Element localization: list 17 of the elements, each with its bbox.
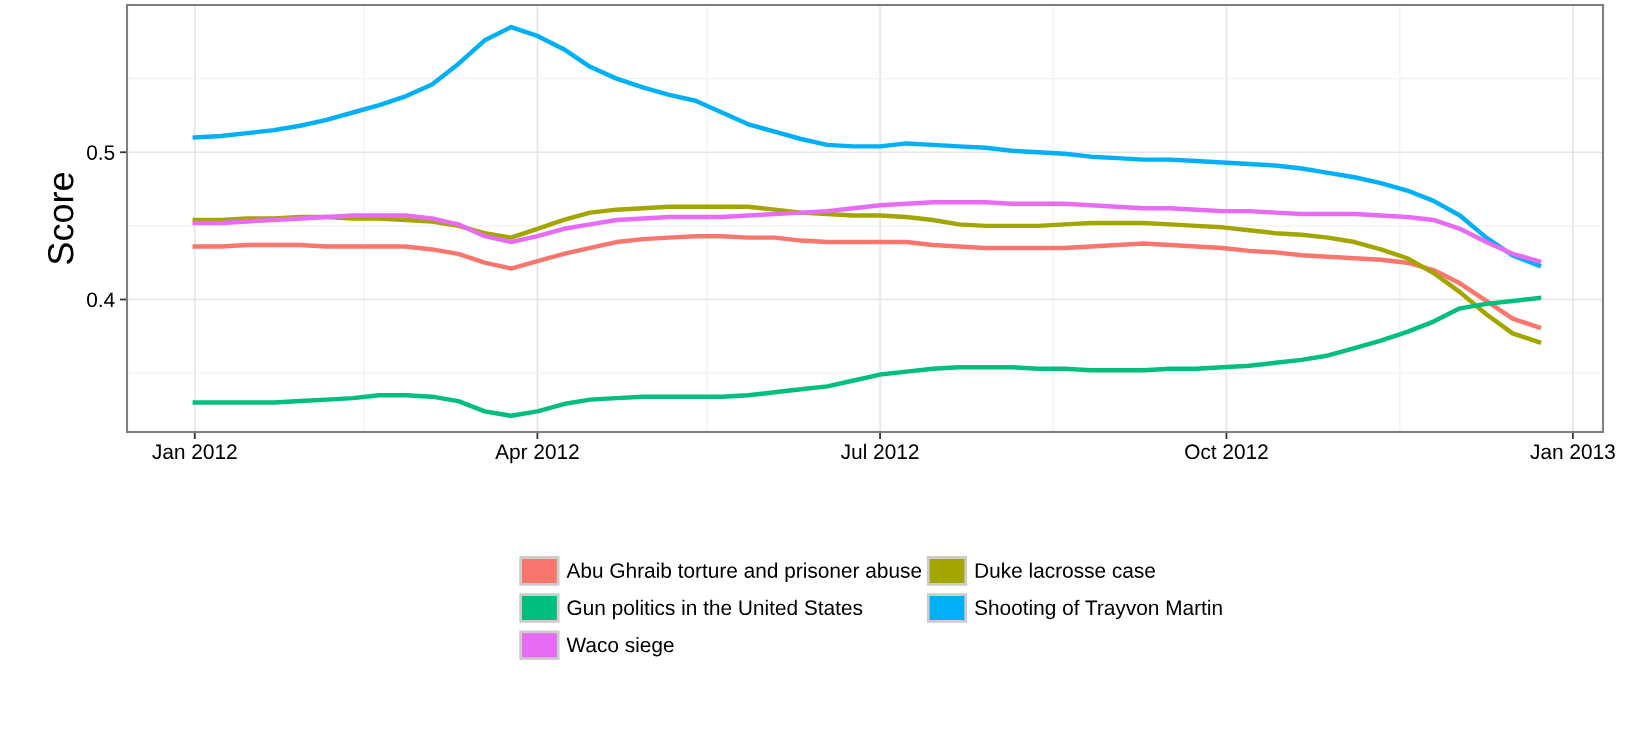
legend-label: Abu Ghraib torture and prisoner abuse — [566, 562, 922, 583]
legend-label: Waco siege — [566, 636, 674, 657]
line-series — [192, 233, 1542, 330]
line-series — [192, 295, 1542, 419]
legend-label: Duke lacrosse case — [975, 562, 1155, 578]
legend-label: Shooting of Trayvon Martin — [975, 599, 1222, 620]
line-series — [192, 200, 1542, 264]
x-tick-label: Apr 2012 — [495, 444, 579, 464]
x-tick-label: Jan 2012 — [152, 444, 237, 460]
x-tick-label: Jan 2013 — [1530, 444, 1615, 460]
x-tick-label: Jul 2012 — [841, 443, 919, 460]
y-axis-title: Score — [47, 172, 74, 265]
x-tick-label: Oct 2012 — [1185, 444, 1268, 460]
legend-label: Gun politics in the United States — [567, 599, 863, 620]
y-tick-label: 0.5 — [87, 145, 115, 160]
y-tick-label: 0.4 — [87, 292, 115, 308]
line-series — [192, 24, 1542, 268]
